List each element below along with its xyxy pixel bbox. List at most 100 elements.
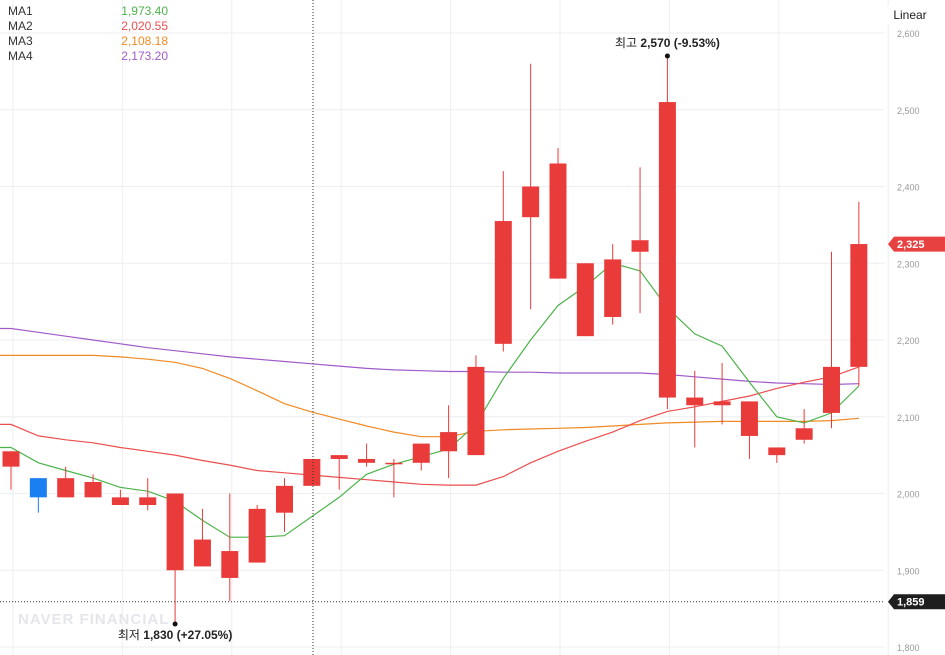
candle-body bbox=[467, 366, 485, 456]
candle[interactable] bbox=[193, 508, 211, 567]
candle-body bbox=[193, 539, 211, 567]
candle[interactable] bbox=[440, 405, 458, 479]
candle[interactable] bbox=[139, 478, 157, 511]
candle[interactable] bbox=[57, 466, 75, 498]
low-change: (+27.05%) bbox=[177, 628, 233, 642]
candle-body bbox=[111, 497, 129, 506]
candle[interactable] bbox=[111, 489, 129, 506]
ma4-line bbox=[0, 327, 859, 386]
candle[interactable] bbox=[768, 447, 786, 463]
candle-body bbox=[494, 221, 512, 344]
moving-average-lines bbox=[0, 262, 860, 538]
candle-body bbox=[823, 366, 840, 413]
candle[interactable] bbox=[84, 474, 102, 498]
candle-body bbox=[576, 263, 594, 337]
candle-body bbox=[248, 508, 266, 563]
candle-body bbox=[166, 493, 184, 571]
candle-body bbox=[385, 462, 403, 465]
candle-body bbox=[412, 443, 430, 463]
candle[interactable] bbox=[549, 148, 567, 279]
legend-item-ma4: MA4 2,173.20 bbox=[8, 49, 168, 64]
candle-body bbox=[358, 458, 376, 463]
crosshair-price-text: 1,859 bbox=[897, 597, 925, 609]
candle[interactable] bbox=[221, 493, 239, 601]
naver-financial-watermark: NAVER FINANCIAL bbox=[18, 611, 170, 628]
candle[interactable] bbox=[522, 63, 540, 310]
candle-body bbox=[850, 244, 868, 367]
current-price-tag-bg bbox=[888, 236, 945, 252]
y-tick-label: 2,500 bbox=[897, 106, 920, 116]
candle[interactable] bbox=[467, 355, 485, 456]
candle[interactable] bbox=[166, 493, 184, 624]
candle[interactable] bbox=[276, 478, 293, 532]
candle[interactable] bbox=[412, 443, 430, 471]
scale-toggle-button[interactable]: Linear bbox=[887, 6, 933, 24]
high-annotation: 최고 2,570 (-9.53%) bbox=[615, 36, 720, 50]
legend-label: MA4 bbox=[8, 49, 33, 63]
legend-value: 1,973.40 bbox=[121, 4, 168, 18]
candle-body bbox=[139, 497, 157, 506]
candle-body bbox=[658, 102, 676, 398]
legend-label: MA1 bbox=[8, 4, 33, 18]
y-tick-label: 1,800 bbox=[897, 643, 920, 653]
candle[interactable] bbox=[2, 451, 20, 490]
candle-body bbox=[522, 186, 540, 218]
y-tick-label: 2,100 bbox=[897, 413, 920, 423]
legend-item-ma3: MA3 2,108.18 bbox=[8, 34, 168, 49]
high-change: (-9.53%) bbox=[674, 36, 720, 50]
candle[interactable] bbox=[330, 455, 348, 490]
y-axis[interactable]: 2,600 2,500 2,400 2,300 2,200 2,100 2,000 1,900… bbox=[897, 29, 920, 653]
candle[interactable] bbox=[795, 409, 813, 444]
price-tags: 2,325 1,859 bbox=[888, 236, 945, 610]
candle[interactable] bbox=[248, 505, 266, 563]
y-tick-label: 2,400 bbox=[897, 183, 920, 193]
candle-body bbox=[740, 401, 758, 436]
candle[interactable] bbox=[358, 443, 376, 467]
moving-average-legend: MA1 1,973.40 MA2 2,020.55 MA3 2,108.18 M… bbox=[8, 4, 168, 64]
low-annotation: 최저 1,830 (+27.05%) bbox=[118, 628, 233, 642]
crosshair bbox=[0, 0, 885, 655]
candle-body bbox=[631, 240, 649, 252]
candle[interactable] bbox=[713, 363, 731, 425]
ma3-line bbox=[0, 354, 859, 438]
candlesticks[interactable] bbox=[2, 56, 868, 624]
crosshair-price-tag-bg bbox=[888, 594, 945, 610]
candle-body bbox=[57, 478, 75, 498]
high-marker bbox=[664, 53, 670, 59]
candle[interactable] bbox=[686, 370, 704, 448]
low-value: 1,830 bbox=[143, 628, 173, 642]
candle[interactable] bbox=[740, 401, 758, 459]
high-value: 2,570 bbox=[640, 36, 670, 50]
candle-body bbox=[686, 397, 704, 406]
candle[interactable] bbox=[604, 244, 622, 325]
y-tick-label: 2,200 bbox=[897, 336, 920, 346]
candle-body bbox=[221, 551, 239, 578]
candle-body bbox=[330, 455, 348, 459]
y-tick-label: 2,600 bbox=[897, 29, 920, 39]
current-price-tag: 2,325 bbox=[888, 236, 945, 252]
candle[interactable] bbox=[303, 458, 321, 486]
candle-body bbox=[604, 259, 622, 317]
legend-value: 2,108.18 bbox=[121, 34, 168, 48]
candle-body bbox=[440, 432, 458, 452]
candle[interactable] bbox=[576, 263, 594, 337]
candle-body bbox=[713, 401, 731, 406]
candle-body bbox=[2, 451, 20, 467]
ma2-line bbox=[0, 366, 860, 486]
candle[interactable] bbox=[29, 478, 47, 513]
candle[interactable] bbox=[494, 171, 512, 352]
candle[interactable] bbox=[850, 201, 868, 387]
candle[interactable] bbox=[385, 458, 403, 498]
candle[interactable] bbox=[658, 56, 676, 410]
grid-lines bbox=[0, 0, 889, 655]
candle-body bbox=[795, 428, 813, 440]
candle-body bbox=[549, 163, 567, 279]
legend-label: MA2 bbox=[8, 19, 33, 33]
low-prefix: 최저 bbox=[118, 628, 140, 642]
candle-body bbox=[303, 458, 321, 486]
candle[interactable] bbox=[823, 251, 840, 429]
candle[interactable] bbox=[631, 167, 649, 314]
current-price-text: 2,325 bbox=[897, 239, 925, 251]
